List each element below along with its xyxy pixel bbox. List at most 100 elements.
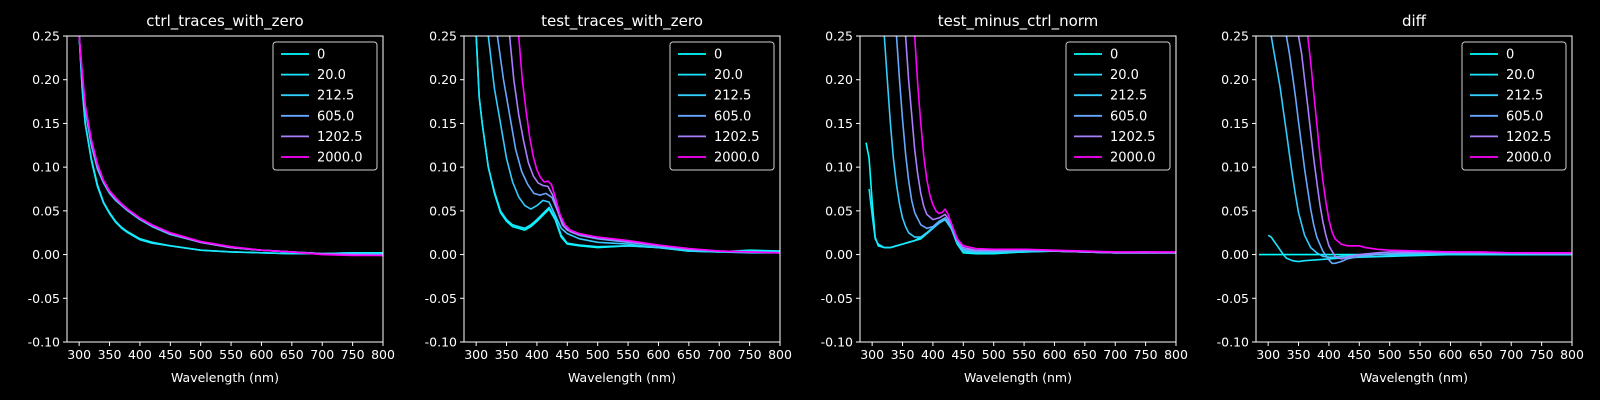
x-tick-label: 550 [219, 347, 243, 362]
series-line-2000.0 [913, 36, 1176, 253]
series-line-2000.0 [1306, 36, 1572, 254]
legend-label-0: 0 [1506, 48, 1514, 63]
y-tick-label: 0.15 [429, 116, 457, 131]
legend-label-20.0: 20.0 [714, 68, 743, 83]
y-tick-label: 0.00 [825, 247, 853, 262]
legend-label-20.0: 20.0 [1506, 68, 1535, 83]
x-tick-label: 600 [250, 347, 274, 362]
y-tick-label: 0.05 [32, 203, 60, 218]
legend-label-605.0: 605.0 [1110, 109, 1147, 124]
x-tick-label: 700 [1103, 347, 1127, 362]
axes-frame [463, 35, 781, 343]
y-tick-label: 0.15 [32, 116, 60, 131]
series-lines [78, 36, 383, 257]
y-tick-label: -0.05 [1217, 291, 1249, 306]
x-tick-label: 500 [982, 347, 1006, 362]
y-tick-label: -0.10 [1217, 335, 1249, 350]
y-tick-label: 0.10 [1221, 160, 1249, 175]
x-tick-label: 700 [310, 347, 334, 362]
series-line-212.5 [487, 36, 780, 254]
y-tick-label: 0.25 [32, 29, 60, 44]
legend-label-212.5: 212.5 [1110, 89, 1147, 104]
y-tick-label: -0.05 [28, 291, 60, 306]
legend-label-2000.0: 2000.0 [714, 151, 760, 166]
legend-label-605.0: 605.0 [317, 109, 354, 124]
x-tick-label: 750 [341, 347, 365, 362]
x-tick-label: 600 [1439, 347, 1463, 362]
legend: 0 20.0 212.5 605.0 1202.5 2000.0 [1461, 41, 1567, 171]
x-tick-label: 400 [1317, 347, 1341, 362]
x-tick-label: 450 [951, 347, 975, 362]
x-tick-label: 300 [1256, 347, 1280, 362]
y-tick-label: 0.25 [429, 29, 457, 44]
chart-title: diff [1402, 12, 1427, 30]
x-axis-label: Wavelength (nm) [1360, 370, 1468, 385]
x-tick-label: 300 [860, 347, 884, 362]
x-tick-label: 400 [525, 347, 549, 362]
x-tick-label: 800 [768, 347, 792, 362]
legend-label-1202.5: 1202.5 [317, 130, 363, 145]
legend-label-212.5: 212.5 [1506, 89, 1543, 104]
legend-label-1202.5: 1202.5 [1506, 130, 1552, 145]
x-tick-label: 500 [189, 347, 213, 362]
y-tick-label: 0.15 [825, 116, 853, 131]
chart-title: ctrl_traces_with_zero [146, 12, 303, 31]
x-tick-label: 550 [1408, 347, 1432, 362]
chart-panel-3: test_minus_ctrl_norm 300 350 400 450 500 550 60… [821, 12, 1188, 385]
y-tick-label: 0.00 [32, 247, 60, 262]
y-tick-label: 0.10 [429, 160, 457, 175]
x-tick-label: 400 [128, 347, 152, 362]
y-tick-label: 0.05 [825, 203, 853, 218]
series-line-20.0 [868, 188, 1176, 254]
x-tick-label: 700 [707, 347, 731, 362]
y-tick-label: -0.05 [821, 291, 853, 306]
y-tick-label: -0.05 [425, 291, 457, 306]
x-tick-label: 650 [677, 347, 701, 362]
axes-frame [1255, 35, 1573, 343]
x-tick-label: 500 [1378, 347, 1402, 362]
x-tick-label: 800 [1560, 347, 1584, 362]
series-line-605.0 [1285, 36, 1572, 265]
x-tick-label: 700 [1499, 347, 1523, 362]
y-tick-label: 0.25 [1221, 29, 1249, 44]
chart-title: test_minus_ctrl_norm [938, 12, 1099, 31]
x-tick-label: 450 [158, 347, 182, 362]
chart-panel-2: test_traces_with_zero 300 350 400 450 500 550 6… [425, 12, 792, 385]
legend-label-212.5: 212.5 [317, 89, 354, 104]
x-tick-label: 800 [371, 347, 395, 362]
legend-label-1202.5: 1202.5 [714, 130, 760, 145]
y-tick-label: 0.10 [32, 160, 60, 175]
legend-label-2000.0: 2000.0 [317, 151, 363, 166]
series-lines [475, 36, 780, 254]
y-tick-label: -0.10 [425, 335, 457, 350]
x-tick-label: 600 [647, 347, 671, 362]
x-tick-label: 750 [1134, 347, 1158, 362]
y-tick-label: 0.00 [1221, 247, 1249, 262]
y-tick-label: 0.00 [429, 247, 457, 262]
legend-label-2000.0: 2000.0 [1110, 151, 1156, 166]
x-tick-label: 350 [891, 347, 915, 362]
x-tick-label: 650 [1469, 347, 1493, 362]
y-tick-label: 0.10 [825, 160, 853, 175]
x-tick-label: 450 [1347, 347, 1371, 362]
x-axis-label: Wavelength (nm) [964, 370, 1072, 385]
x-tick-label: 600 [1043, 347, 1067, 362]
chart-panel-4: diff 300 350 400 450 500 550 600 650 700 750 800 -0.… [1217, 12, 1584, 385]
x-tick-label: 350 [495, 347, 519, 362]
axes-frame [859, 35, 1177, 343]
y-tick-label: 0.05 [1221, 203, 1249, 218]
y-tick-label: -0.10 [821, 335, 853, 350]
legend: 0 20.0 212.5 605.0 1202.5 2000.0 [669, 41, 775, 171]
x-tick-label: 500 [586, 347, 610, 362]
x-tick-label: 350 [1287, 347, 1311, 362]
y-tick-label: 0.20 [825, 72, 853, 87]
y-tick-label: -0.10 [28, 335, 60, 350]
chart-panel-1: ctrl_traces_with_zero 300 350 400 450 500 550 6… [28, 12, 395, 385]
x-tick-label: 450 [555, 347, 579, 362]
y-tick-label: 0.05 [429, 203, 457, 218]
series-lines [865, 36, 1176, 255]
series-line-212.5 [1270, 36, 1572, 258]
x-tick-label: 400 [921, 347, 945, 362]
series-line-2000.0 [78, 36, 383, 257]
